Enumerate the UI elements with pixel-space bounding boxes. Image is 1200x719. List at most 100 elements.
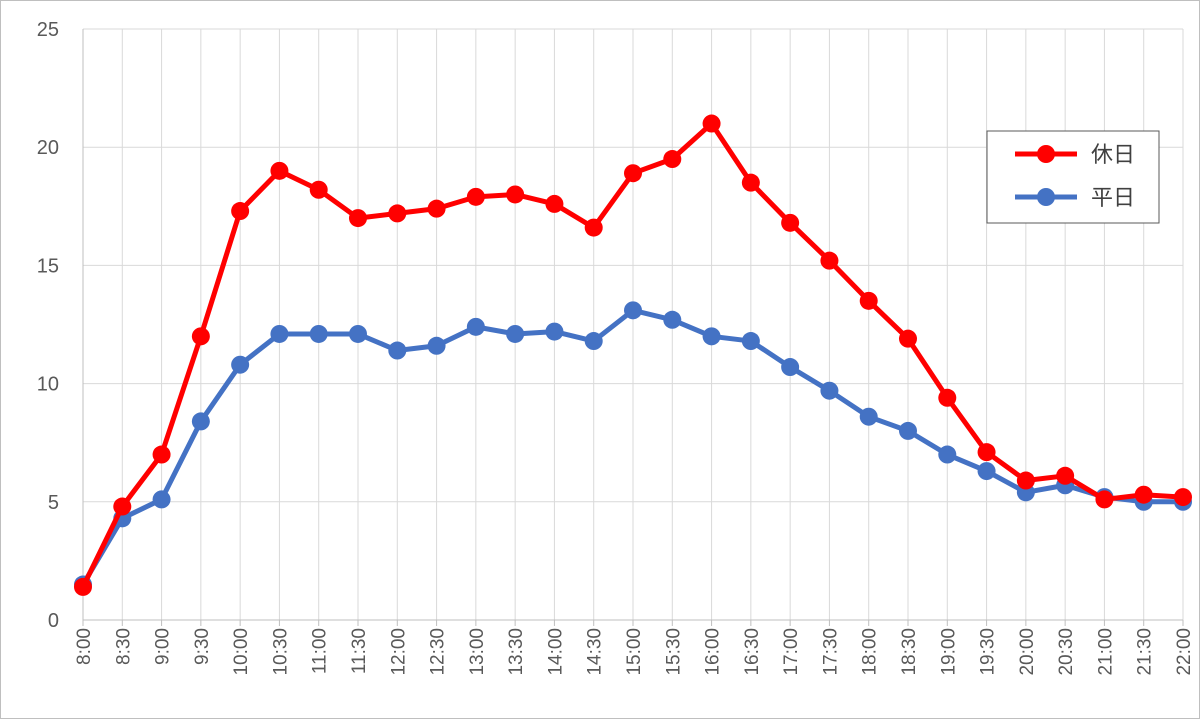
data-point [349, 209, 367, 228]
data-point [624, 301, 642, 320]
data-point [309, 180, 328, 199]
x-tick-label: 19:00 [938, 628, 959, 676]
x-tick-label: 21:30 [1135, 628, 1156, 676]
y-tick-label: 0 [48, 610, 59, 632]
data-point [349, 324, 367, 343]
y-tick-label: 15 [37, 255, 59, 277]
x-tick-label: 17:30 [820, 628, 841, 676]
data-point [702, 327, 721, 346]
x-tick-label: 8:30 [113, 628, 134, 665]
data-point [899, 329, 917, 348]
x-tick-label: 17:00 [781, 628, 802, 676]
data-point [388, 341, 407, 360]
data-point [781, 358, 800, 377]
x-tick-label: 20:00 [1017, 628, 1038, 676]
legend-item-holiday: 休日 [1015, 143, 1135, 168]
data-point [938, 445, 957, 464]
data-point [1174, 488, 1192, 507]
data-point [506, 324, 525, 343]
legend-label-weekday: 平日 [1091, 186, 1135, 211]
data-point [466, 317, 485, 336]
data-point [859, 407, 878, 426]
x-tick-label: 10:30 [270, 628, 291, 676]
legend: 休日 平日 [986, 130, 1160, 224]
data-point [624, 164, 642, 183]
x-tick-label: 9:00 [153, 628, 174, 665]
data-point [388, 204, 407, 223]
x-tick-label: 14:30 [585, 628, 606, 676]
data-point [781, 213, 800, 232]
data-point [741, 173, 760, 192]
data-point [663, 150, 682, 169]
data-point [270, 161, 289, 180]
data-point [741, 332, 760, 351]
x-tick-label: 19:30 [978, 628, 999, 676]
data-point [231, 202, 250, 221]
data-point [231, 355, 250, 374]
series-lines [74, 114, 1192, 596]
data-point [1016, 471, 1035, 490]
x-tick-label: 16:00 [703, 628, 724, 676]
axes: 0 5 10 15 20 25 8:00 8:30 9:00 9:30 10:00 10:30 11:0… [37, 19, 1195, 676]
data-point [427, 199, 446, 218]
legend-item-weekday: 平日 [1015, 186, 1135, 211]
y-tick-label: 10 [37, 374, 59, 396]
data-point [466, 187, 485, 206]
data-point [1056, 466, 1075, 485]
x-tick-label: 8:00 [74, 628, 95, 665]
x-tick-label: 10:00 [231, 628, 252, 676]
data-point [427, 336, 446, 355]
legend-box [986, 130, 1160, 224]
data-point [545, 194, 564, 213]
data-point [584, 218, 603, 237]
data-point [820, 251, 839, 270]
x-tick-label: 20:30 [1056, 628, 1077, 676]
x-tick-label: 12:00 [388, 628, 409, 676]
data-point [977, 443, 996, 462]
data-point [545, 322, 564, 341]
legend-label-holiday: 休日 [1091, 143, 1135, 168]
y-tick-label: 25 [37, 19, 59, 41]
y-tick-label: 20 [37, 137, 59, 159]
x-tick-label: 9:30 [192, 628, 213, 665]
x-tick-label: 15:30 [663, 628, 684, 676]
x-tick-label: 15:00 [624, 628, 645, 676]
data-point [309, 324, 328, 343]
data-point [584, 332, 603, 351]
data-point [74, 577, 92, 596]
x-tick-label: 13:30 [506, 628, 527, 676]
data-point [152, 490, 171, 509]
data-point [191, 327, 210, 346]
y-tick-label: 5 [48, 492, 59, 514]
data-point [152, 445, 171, 464]
data-point [270, 324, 289, 343]
x-tick-label: 12:30 [428, 628, 449, 676]
x-tick-label: 11:30 [349, 628, 370, 674]
legend-marker-weekday [1037, 188, 1055, 206]
data-point [1095, 490, 1114, 509]
data-point [938, 388, 957, 407]
x-tick-label: 18:30 [899, 628, 920, 676]
data-point [820, 381, 839, 400]
x-tick-label: 21:00 [1095, 628, 1116, 676]
data-point [113, 497, 132, 516]
series-holiday [74, 114, 1192, 596]
x-tick-label: 22:00 [1174, 628, 1195, 676]
data-point [663, 310, 682, 329]
data-point [191, 412, 210, 431]
data-point [977, 462, 996, 481]
x-tick-label: 16:30 [742, 628, 763, 676]
data-point [1134, 485, 1153, 504]
legend-marker-holiday [1037, 145, 1055, 163]
series-weekday [74, 301, 1192, 594]
data-point [506, 185, 525, 204]
x-tick-label: 13:00 [467, 628, 488, 676]
data-point [859, 291, 878, 310]
x-tick-label: 14:00 [545, 628, 566, 676]
data-point [702, 114, 721, 133]
data-point [899, 421, 917, 440]
x-tick-label: 18:00 [860, 628, 881, 676]
x-tick-label: 11:00 [310, 628, 331, 674]
